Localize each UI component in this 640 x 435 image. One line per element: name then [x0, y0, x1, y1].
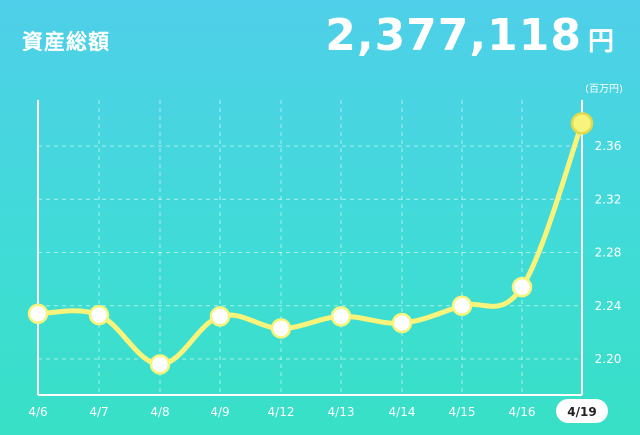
x-tick-4-7: 4/7	[89, 405, 108, 419]
x-tick-4-19: 4/19	[567, 405, 596, 419]
data-point-4-14[interactable]	[391, 312, 413, 334]
chart-markers	[27, 112, 594, 375]
x-tick-4-8: 4/8	[150, 405, 169, 419]
chart-axes	[37, 100, 583, 396]
data-point-4-15[interactable]	[451, 295, 473, 316]
x-tick-4-16: 4/16	[509, 405, 536, 419]
data-point-4-7[interactable]	[88, 304, 110, 326]
total-assets-unit: 円	[587, 27, 614, 57]
x-tick-4-12: 4/12	[268, 405, 295, 419]
y-axis-unit-label: (百万円)	[585, 83, 623, 95]
total-assets-label: 資産総額	[22, 30, 110, 54]
y-tick-2.24: 2.24	[595, 299, 622, 313]
asset-series-line	[35, 120, 585, 367]
selected-date-pill[interactable]	[556, 399, 608, 423]
x-tick-4-9: 4/9	[210, 405, 229, 419]
chart-line-layer	[35, 120, 585, 367]
data-point-4-19[interactable]	[570, 112, 594, 135]
x-tick-4-14: 4/14	[389, 405, 416, 419]
total-assets-amount: 2,377,118 円	[325, 10, 614, 61]
x-tick-4-15: 4/15	[449, 405, 476, 419]
chart-grid	[38, 100, 582, 395]
y-tick-2.20: 2.20	[595, 352, 622, 366]
y-tick-2.36: 2.36	[595, 139, 622, 153]
total-assets-value: 2,377,118	[325, 10, 582, 61]
y-axis-labels: 2.20 2.24 2.28 2.32 2.36	[595, 139, 622, 366]
data-point-4-8[interactable]	[149, 354, 171, 375]
data-point-4-13[interactable]	[330, 306, 352, 327]
x-tick-4-13: 4/13	[328, 405, 355, 419]
x-tick-4-6: 4/6	[28, 405, 47, 419]
y-tick-2.28: 2.28	[595, 246, 622, 260]
y-tick-2.32: 2.32	[595, 192, 622, 206]
data-point-4-12[interactable]	[270, 318, 292, 339]
data-point-4-6[interactable]	[27, 303, 49, 324]
data-point-4-16[interactable]	[511, 276, 533, 298]
data-point-4-9[interactable]	[209, 306, 231, 327]
x-axis-labels: 4/6 4/7 4/8 4/9 4/12 4/13 4/14 4/15 4/16 4/19	[28, 399, 608, 423]
